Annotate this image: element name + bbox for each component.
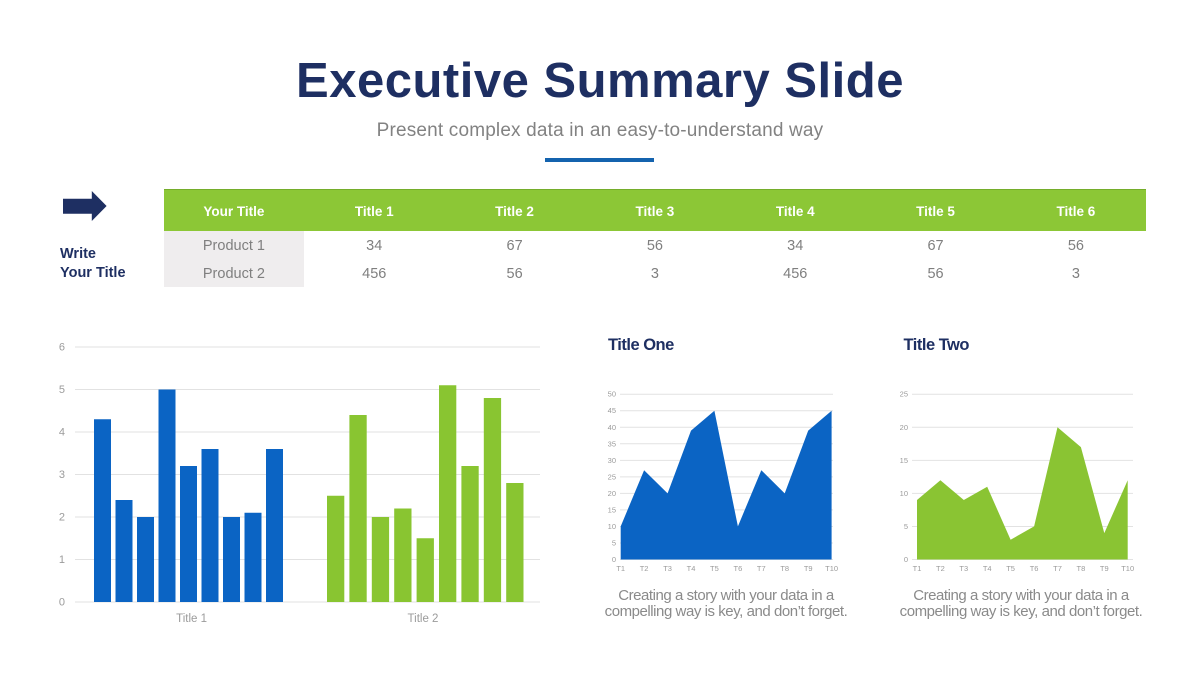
svg-text:T9: T9 (1100, 564, 1109, 573)
svg-text:40: 40 (608, 423, 616, 432)
svg-text:45: 45 (608, 406, 616, 415)
svg-text:5: 5 (904, 522, 908, 531)
svg-text:T8: T8 (780, 564, 789, 573)
svg-text:4: 4 (59, 427, 65, 439)
svg-text:T3: T3 (663, 564, 672, 573)
svg-text:0: 0 (59, 597, 65, 609)
svg-text:2: 2 (59, 512, 65, 524)
svg-text:15: 15 (608, 505, 616, 514)
svg-text:T6: T6 (1030, 564, 1039, 573)
svg-text:Title 2: Title 2 (408, 613, 439, 625)
svg-text:T9: T9 (804, 564, 813, 573)
svg-text:20: 20 (900, 423, 908, 432)
svg-text:T7: T7 (757, 564, 766, 573)
svg-text:5: 5 (59, 384, 65, 396)
svg-text:T10: T10 (1121, 564, 1134, 573)
svg-text:10: 10 (608, 522, 616, 531)
svg-text:5: 5 (612, 539, 616, 548)
svg-text:50: 50 (608, 390, 616, 399)
svg-text:T5: T5 (710, 564, 719, 573)
svg-text:T10: T10 (825, 564, 838, 573)
svg-text:25: 25 (900, 390, 908, 399)
svg-text:T1: T1 (913, 564, 922, 573)
svg-text:T4: T4 (687, 564, 696, 573)
svg-text:T7: T7 (1053, 564, 1062, 573)
svg-text:T2: T2 (936, 564, 945, 573)
svg-text:25: 25 (608, 472, 616, 481)
svg-text:T4: T4 (983, 564, 992, 573)
svg-text:3: 3 (59, 469, 65, 481)
svg-text:T3: T3 (959, 564, 968, 573)
svg-text:T8: T8 (1077, 564, 1086, 573)
svg-text:T6: T6 (734, 564, 743, 573)
svg-text:T5: T5 (1006, 564, 1015, 573)
svg-text:0: 0 (612, 555, 616, 564)
svg-text:10: 10 (900, 489, 908, 498)
svg-text:T1: T1 (616, 564, 625, 573)
svg-text:Title 1: Title 1 (176, 613, 207, 625)
svg-text:6: 6 (59, 342, 65, 354)
svg-text:0: 0 (904, 555, 908, 564)
svg-text:15: 15 (900, 456, 908, 465)
svg-text:1: 1 (59, 554, 65, 566)
svg-text:20: 20 (608, 489, 616, 498)
svg-text:35: 35 (608, 439, 616, 448)
svg-text:T2: T2 (640, 564, 649, 573)
svg-text:30: 30 (608, 456, 616, 465)
